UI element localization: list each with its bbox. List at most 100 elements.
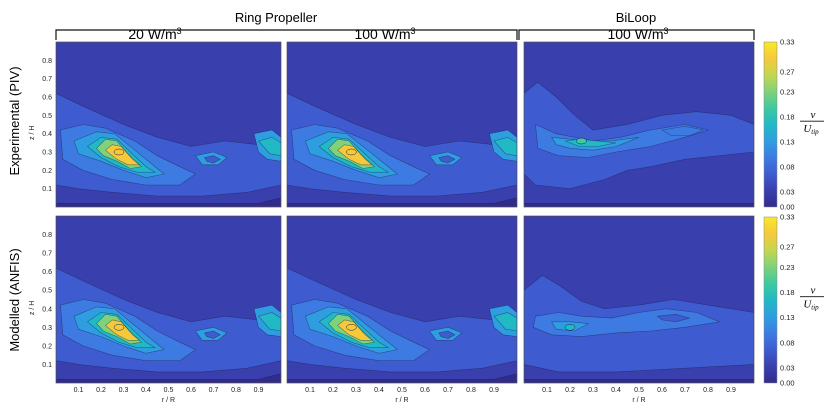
x-tick-label: 0.5 (397, 387, 407, 394)
contour-band (105, 319, 141, 341)
y-tick-label: 0.8 (42, 232, 52, 239)
contour-panel (286, 215, 518, 384)
contour-panels (55, 41, 755, 384)
x-tick-label: 0.3 (588, 387, 598, 394)
colorbar-tick-label: 0.00 (780, 203, 795, 212)
colorbar-label-numerator: v (811, 109, 816, 121)
y-tick-label: 0.6 (42, 269, 52, 276)
contour-band (257, 136, 281, 157)
x-tick-label: 0.2 (96, 387, 106, 394)
colorbars: 0.330.270.230.180.130.080.030.00vUtip0.3… (763, 38, 824, 388)
column-title-1: 20 W/m3 (128, 26, 181, 42)
colorbar-tick-label: 0.23 (780, 88, 795, 97)
colorbar-tick-label: 0.03 (780, 188, 795, 197)
x-tick-label: 0.4 (611, 387, 621, 394)
colorbar-tick-label: 0.03 (780, 363, 795, 372)
panel-frame (55, 41, 282, 208)
contour-panel (523, 215, 755, 384)
colorbar-label-denominator: Utip (803, 299, 819, 312)
x-tick-label: 0.7 (443, 387, 453, 394)
contour-band (438, 155, 456, 164)
contour-band (493, 136, 517, 157)
colorbar-tick-label: 0.00 (780, 379, 795, 388)
y-tick-label: 0.4 (42, 131, 52, 138)
y-tick-label: 0.7 (42, 76, 52, 83)
y-tick-label: 0.3 (42, 150, 52, 157)
peak-contour (346, 324, 357, 331)
y-tick-label: 0.4 (42, 306, 52, 313)
x-tick-label: 0.1 (74, 387, 84, 394)
x-tick-label: 0.1 (542, 387, 552, 394)
x-tick-label: 0.3 (119, 387, 129, 394)
colorbar-label-denominator: Utip (803, 123, 819, 136)
peak-contour (564, 324, 576, 331)
group-titles: Ring Propeller BiLoop (55, 10, 755, 40)
contour-band (204, 330, 221, 339)
column-title-2: 100 W/m3 (354, 26, 415, 42)
x-tick-label: 0.8 (703, 387, 713, 394)
x-axis-label: r / R (632, 397, 645, 404)
row-label-modelled: Modelled (ANFIS) (7, 248, 22, 351)
axes: 0.1 0.2 0.3 0.4 0.5 0.6 0.7 0.8 z / H 0.1 0.2 0.3 0.… (29, 58, 736, 404)
contour-band (337, 319, 373, 341)
colorbar-tick-label: 0.27 (780, 68, 795, 77)
contour-band (204, 155, 221, 164)
colorbar-tick-label: 0.18 (780, 288, 795, 297)
peak-contour (346, 148, 357, 156)
colorbar: 0.33 0.27 0.23 0.18 0.13 0.08 0.03 0.00 v Utip (763, 213, 824, 388)
x-axis-label: r / R (395, 397, 408, 404)
x-tick-label: 0.6 (186, 387, 196, 394)
colorbar-label-numerator: v (811, 285, 816, 297)
panel-frame (523, 215, 755, 384)
contour-panel (286, 41, 518, 208)
colorbar-tick-label: 0.27 (780, 243, 795, 252)
colorbar-tick-label: 0.08 (780, 163, 795, 172)
y-tick-label: 0.5 (42, 288, 52, 295)
x-tick-label: 0.9 (254, 387, 264, 394)
colorbar-tick-label: 0.23 (780, 263, 795, 272)
contour-band (661, 125, 705, 136)
x-tick-label: 0.4 (141, 387, 151, 394)
y-tick-label: 0.6 (42, 95, 52, 102)
y-axis-label: z / H (29, 301, 36, 315)
contour-band (656, 313, 691, 323)
peak-contour (576, 137, 587, 145)
contour-band (105, 144, 141, 166)
panel-frame (523, 41, 755, 208)
colorbar-tick-label: 0.13 (780, 313, 795, 322)
row-label-experimental: Experimental (PIV) (7, 66, 22, 175)
y-tick-label: 0.8 (42, 58, 52, 65)
column-title-3: 100 W/m3 (607, 26, 668, 42)
contour-panel (523, 41, 755, 208)
x-tick-label: 0.7 (209, 387, 219, 394)
peak-contour (113, 324, 125, 331)
panel-frame (286, 215, 518, 384)
contour-band (257, 312, 281, 332)
colorbar-gradient (763, 216, 778, 384)
contour-band (493, 312, 517, 332)
x-tick-label: 0.3 (351, 387, 361, 394)
colorbar-gradient (763, 41, 778, 208)
panel-frame (55, 215, 282, 384)
contour-panel (55, 215, 282, 384)
x-tick-label: 0.8 (231, 387, 241, 394)
contour-band (337, 144, 373, 166)
x-tick-label: 0.8 (466, 387, 476, 394)
x-axis-label: r / R (162, 397, 175, 404)
ring-propeller-bracket (55, 29, 518, 40)
colorbar-tick-label: 0.33 (780, 38, 795, 47)
y-tick-label: 0.3 (42, 325, 52, 332)
colorbar-tick-label: 0.08 (780, 338, 795, 347)
colorbar-tick-label: 0.13 (780, 138, 795, 147)
y-tick-label: 0.5 (42, 113, 52, 120)
colorbar: 0.33 0.27 0.23 0.18 0.13 0.08 0.03 0.00 v Utip (763, 38, 824, 212)
panel-frame (286, 41, 518, 208)
group-title-ring-propeller: Ring Propeller (235, 10, 318, 25)
x-tick-label: 0.6 (420, 387, 430, 394)
y-axis-label: z / H (29, 126, 36, 140)
colorbar-tick-label: 0.18 (780, 113, 795, 122)
x-tick-label: 0.2 (328, 387, 338, 394)
x-tick-label: 0.6 (657, 387, 667, 394)
x-tick-label: 0.9 (489, 387, 499, 394)
